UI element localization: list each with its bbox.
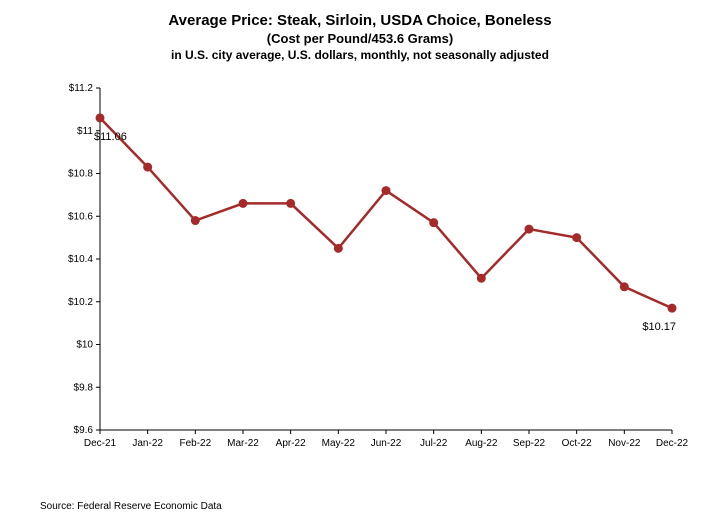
- svg-text:$11: $11: [77, 126, 93, 137]
- svg-text:Jan-22: Jan-22: [132, 438, 163, 449]
- chart-container: Average Price: Steak, Sirloin, USDA Choi…: [0, 0, 720, 520]
- svg-text:Feb-22: Feb-22: [179, 438, 211, 449]
- svg-text:$10.6: $10.6: [68, 211, 93, 222]
- svg-text:Mar-22: Mar-22: [227, 438, 259, 449]
- svg-text:Nov-22: Nov-22: [608, 438, 641, 449]
- svg-text:$9.8: $9.8: [74, 382, 94, 393]
- svg-text:$10.17: $10.17: [642, 321, 676, 333]
- svg-text:Oct-22: Oct-22: [562, 438, 592, 449]
- chart-title-block: Average Price: Steak, Sirloin, USDA Choi…: [0, 0, 720, 62]
- svg-text:$10: $10: [76, 340, 93, 351]
- plot-area: $9.6 $9.8 $10 $10.2 $10.4 $10.6 $10.8 $11 $11.2 D…: [60, 80, 690, 460]
- chart-title-sub2: in U.S. city average, U.S. dollars, mont…: [0, 48, 720, 62]
- svg-text:Sep-22: Sep-22: [513, 438, 546, 449]
- svg-text:$11.06: $11.06: [94, 131, 127, 143]
- svg-text:$9.6: $9.6: [74, 425, 94, 436]
- svg-text:Jun-22: Jun-22: [371, 438, 402, 449]
- chart-svg: $9.6 $9.8 $10 $10.2 $10.4 $10.6 $10.8 $11 $11.2 D…: [60, 80, 690, 480]
- chart-title-sub1: (Cost per Pound/453.6 Grams): [0, 31, 720, 46]
- chart-title-main: Average Price: Steak, Sirloin, USDA Choi…: [0, 12, 720, 29]
- svg-text:$10.2: $10.2: [68, 297, 93, 308]
- svg-text:Jul-22: Jul-22: [420, 438, 448, 449]
- svg-text:May-22: May-22: [322, 438, 356, 449]
- svg-text:Apr-22: Apr-22: [276, 438, 306, 449]
- svg-text:$10.8: $10.8: [68, 169, 93, 180]
- svg-text:$11.2: $11.2: [69, 83, 94, 94]
- svg-text:Dec-21: Dec-21: [84, 438, 117, 449]
- chart-source: Source: Federal Reserve Economic Data: [40, 501, 222, 512]
- svg-text:Aug-22: Aug-22: [465, 438, 498, 449]
- svg-text:$10.4: $10.4: [68, 254, 93, 265]
- svg-text:Dec-22: Dec-22: [656, 438, 689, 449]
